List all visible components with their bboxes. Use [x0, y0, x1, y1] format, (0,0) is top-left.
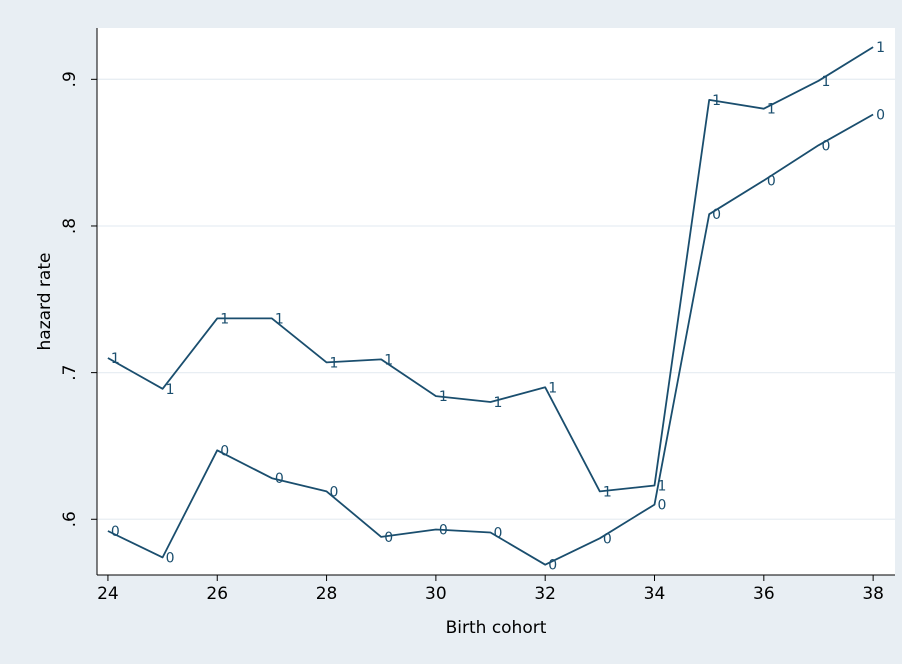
- axes: [96, 28, 895, 576]
- marker-label: 0: [712, 207, 721, 223]
- marker-label: 0: [220, 443, 229, 459]
- marker-label: 0: [439, 523, 448, 539]
- marker-label: 1: [876, 40, 885, 56]
- series-line-1: [107, 46, 874, 493]
- x-tick-label: 38: [862, 584, 884, 604]
- marker-label: 1: [603, 484, 612, 500]
- marker-label: 1: [275, 311, 284, 327]
- marker-label: 1: [767, 102, 776, 118]
- y-axis-label: hazard rate: [35, 253, 55, 351]
- x-tick-label: 28: [316, 584, 338, 604]
- marker-label: 0: [111, 524, 120, 540]
- marker-label: 0: [494, 525, 503, 541]
- y-tick-label: .6: [60, 511, 80, 527]
- x-tick-label: 26: [206, 584, 228, 604]
- marker-label: 0: [548, 558, 557, 574]
- marker-label: 1: [111, 351, 120, 367]
- marker-label: 0: [166, 550, 175, 566]
- marker-label: 1: [494, 395, 503, 411]
- marker-label: 0: [275, 471, 284, 487]
- series-lines: [107, 46, 874, 566]
- marker-label: 0: [658, 498, 667, 514]
- x-tick-label: 24: [97, 584, 119, 604]
- marker-label: 1: [384, 352, 393, 368]
- x-axis-ticks: 24 26 28 30 32 34 36 38: [97, 575, 884, 604]
- series-line-0: [107, 113, 874, 566]
- marker-labels: 1 1 1 1 1 1 1 1 1 1 1 1 1 1 1 0 0 0 0 0 0 0 0 0 0 0 0 0 0 0: [111, 40, 885, 574]
- y-tick-label: .7: [60, 365, 80, 381]
- marker-label: 0: [330, 484, 339, 500]
- marker-label: 0: [876, 108, 885, 124]
- y-axis-ticks: .6 .7 .8 .9: [60, 71, 97, 527]
- marker-label: 1: [712, 93, 721, 109]
- marker-label: 0: [767, 174, 776, 190]
- y-tick-label: .8: [60, 218, 80, 234]
- marker-label: 1: [330, 355, 339, 371]
- x-tick-label: 36: [753, 584, 775, 604]
- marker-label: 0: [821, 138, 830, 154]
- marker-label: 1: [220, 311, 229, 327]
- marker-label: 1: [548, 380, 557, 396]
- marker-label: 0: [603, 531, 612, 547]
- x-tick-label: 32: [534, 584, 556, 604]
- marker-label: 0: [384, 530, 393, 546]
- x-tick-label: 34: [644, 584, 666, 604]
- marker-label: 1: [821, 74, 830, 90]
- marker-label: 1: [166, 382, 175, 398]
- marker-label: 1: [439, 389, 448, 405]
- gridlines: [97, 78, 895, 520]
- x-tick-label: 30: [425, 584, 447, 604]
- plot-area: [97, 28, 895, 575]
- y-tick-label: .9: [60, 71, 80, 87]
- x-axis-label: Birth cohort: [446, 618, 547, 638]
- marker-label: 1: [658, 479, 667, 495]
